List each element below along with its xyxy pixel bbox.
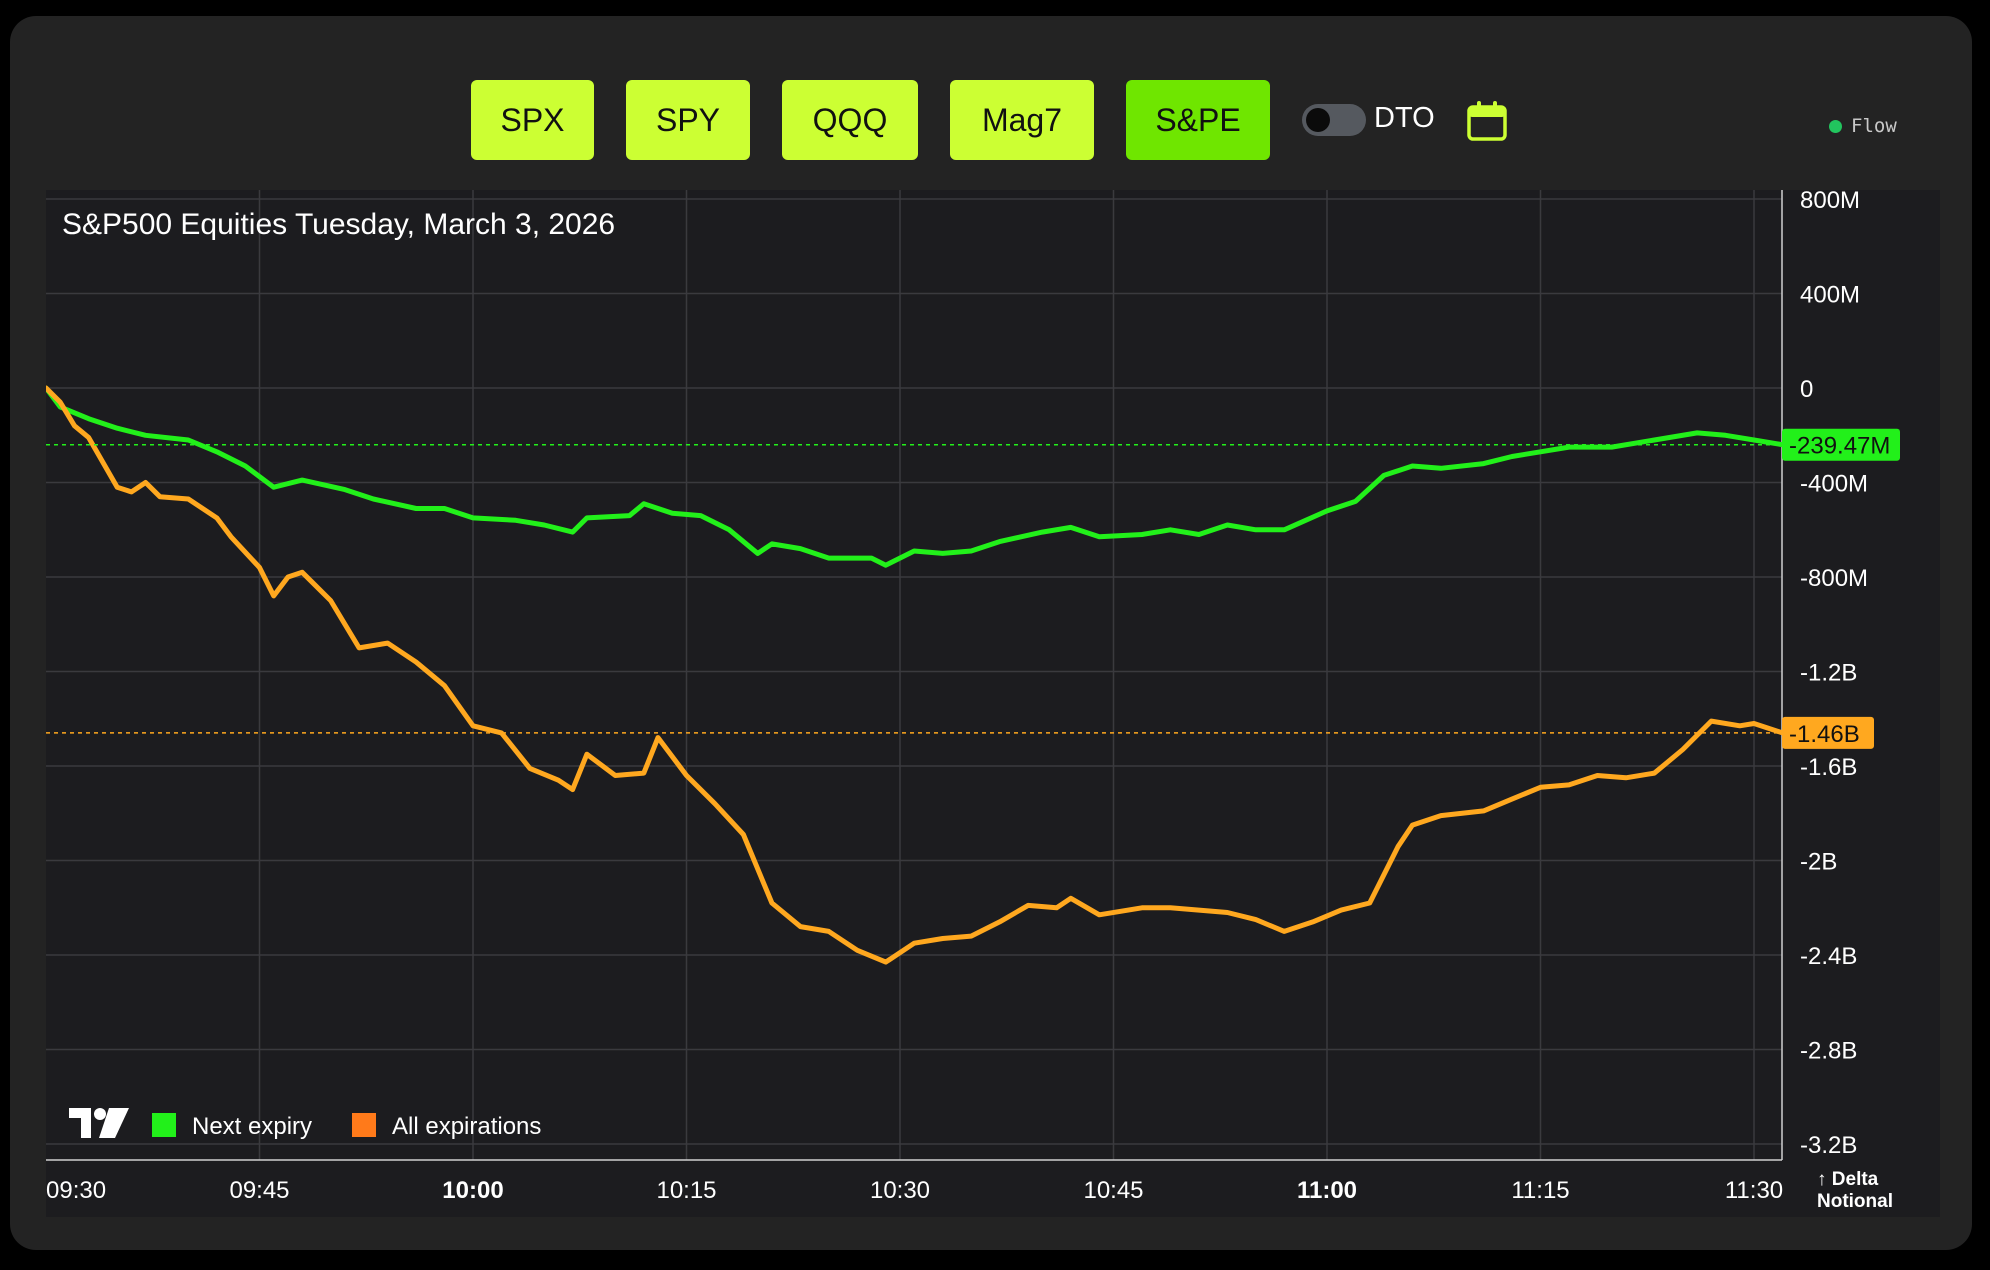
y-axis-title-line2: Notional (1817, 1191, 1893, 1212)
y-tick-label: -2B (1800, 849, 1837, 876)
line-chart: -239.47M -1.46B 09:30 09:45 10:00 10:15 10:30… (46, 190, 1900, 1212)
dto-label: DTO (1374, 102, 1435, 134)
chart-area: -239.47M -1.46B 09:30 09:45 10:00 10:15 10:30… (46, 190, 1940, 1217)
series-lines (46, 385, 1785, 965)
ticker-button-qqq[interactable]: QQQ (782, 80, 918, 160)
ticker-button-spy[interactable]: SPY (626, 80, 750, 160)
y-tick-label: -400M (1800, 471, 1868, 498)
x-tick-label: 09:30 (46, 1177, 106, 1204)
last-value-label: -239.47M (1789, 433, 1890, 460)
x-tick-label: 11:30 (1725, 1177, 1783, 1204)
flow-status: Flow (1829, 115, 1897, 137)
y-tick-label: -3.2B (1800, 1132, 1857, 1159)
legend-label: Next expiry (192, 1113, 312, 1140)
calendar-icon[interactable] (1466, 100, 1508, 147)
y-axis-title: ↑ Delta (1817, 1169, 1879, 1190)
tradingview-logo-icon (69, 1108, 129, 1138)
status-dot-icon (1829, 119, 1842, 133)
y-tick-label: 800M (1800, 190, 1860, 214)
x-tick-label: 10:30 (870, 1177, 930, 1204)
last-value-lines: -239.47M -1.46B (46, 428, 1900, 749)
grid (46, 190, 1783, 1161)
x-tick-label: 11:00 (1297, 1177, 1357, 1204)
last-value-label: -1.46B (1789, 721, 1860, 748)
dto-toggle[interactable] (1302, 104, 1366, 136)
y-tick-label: -800M (1800, 565, 1868, 592)
last-value-badge (1782, 428, 1900, 461)
y-tick-label: 400M (1800, 282, 1860, 309)
toggle-knob (1306, 108, 1330, 132)
legend-swatch-next-expiry (152, 1113, 176, 1137)
last-value-badge (1782, 716, 1874, 749)
y-tick-label: -2.4B (1800, 943, 1857, 970)
y-tick-label: -2.8B (1800, 1038, 1857, 1065)
ticker-toolbar: SPX SPY QQQ Mag7 S&PE DTO Flow (0, 60, 1990, 160)
x-tick-label: 10:00 (442, 1177, 503, 1204)
x-tick-label: 09:45 (229, 1177, 289, 1204)
x-axis: 09:30 09:45 10:00 10:15 10:30 10:45 11:00 11:15… (46, 1177, 1783, 1204)
series-line-next-expiry (46, 385, 1785, 568)
ticker-button-spe[interactable]: S&PE (1126, 80, 1270, 160)
chart-title: S&P500 Equities Tuesday, March 3, 2026 (62, 208, 615, 241)
y-tick-label: -1.6B (1800, 754, 1857, 781)
legend-swatch-all-expirations (352, 1113, 376, 1137)
ticker-button-mag7[interactable]: Mag7 (950, 80, 1094, 160)
x-tick-label: 10:15 (656, 1177, 716, 1204)
x-tick-label: 11:15 (1511, 1177, 1569, 1204)
series-line-all-expirations (46, 385, 1785, 965)
flow-status-label: Flow (1851, 115, 1897, 137)
y-tick-label: -1.2B (1800, 660, 1857, 687)
legend: Next expiry All expirations (69, 1108, 541, 1140)
legend-label: All expirations (392, 1113, 541, 1140)
ticker-button-spx[interactable]: SPX (471, 80, 594, 160)
x-tick-label: 10:45 (1083, 1177, 1143, 1204)
y-axis: 800M 400M 0 -400M -800M -1.2B -1.6B -2B -2.4B -2.… (1800, 190, 1893, 1212)
y-tick-label: 0 (1800, 376, 1813, 403)
